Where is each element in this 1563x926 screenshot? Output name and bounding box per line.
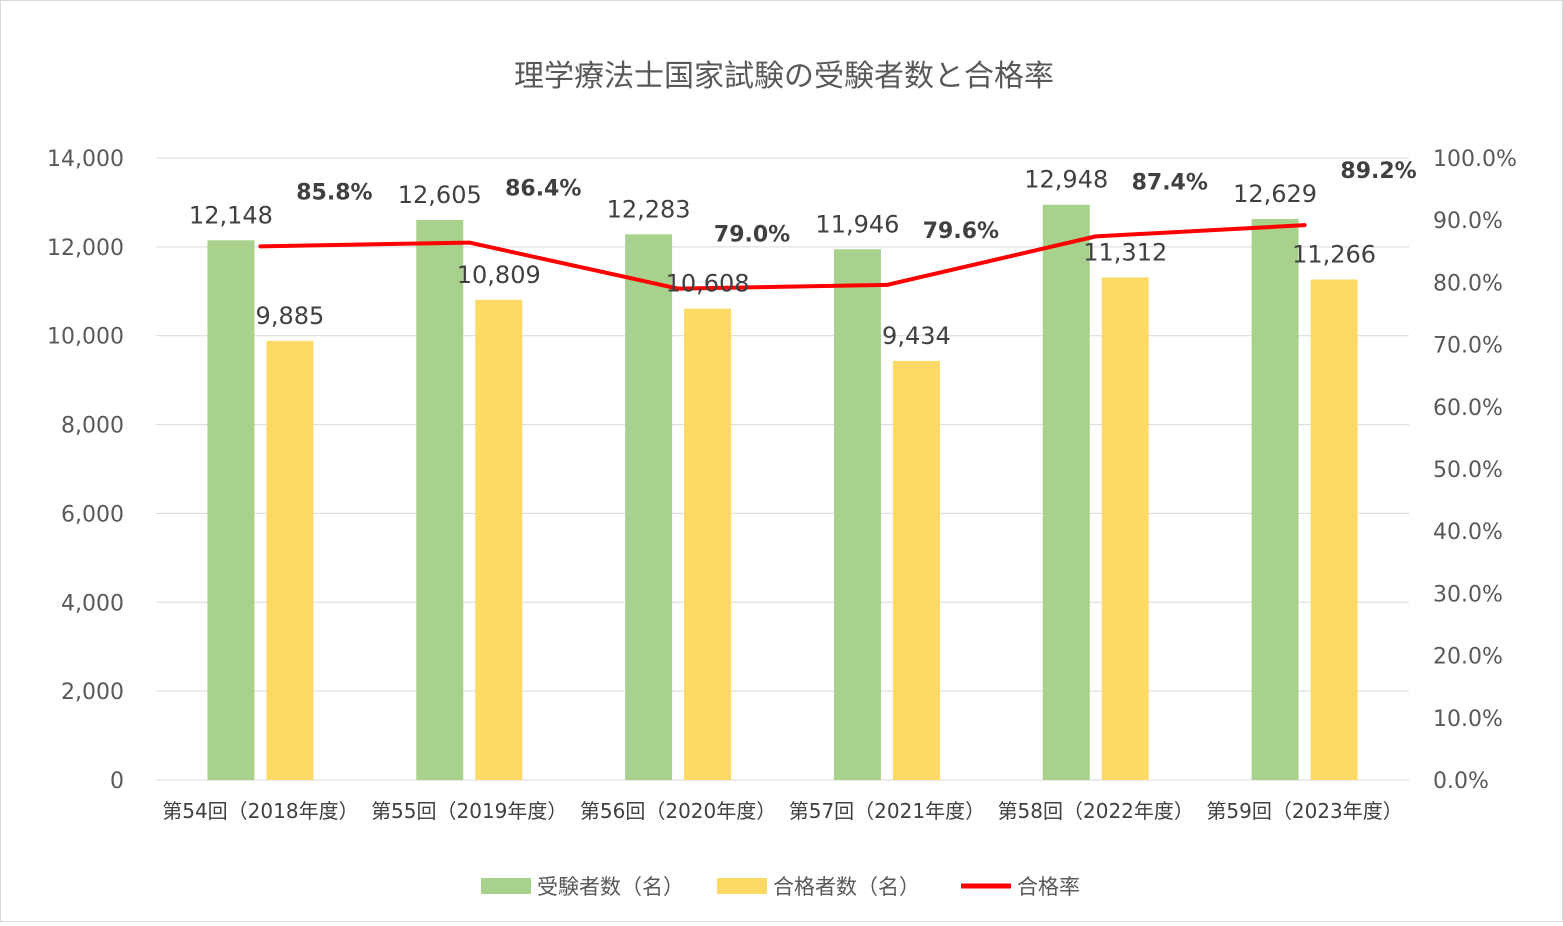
category-label: 第57回（2021年度） [789, 799, 985, 823]
right-tick-label: 0.0% [1433, 769, 1489, 794]
right-tick-label: 40.0% [1433, 520, 1503, 545]
examinees-bar [625, 234, 673, 780]
left-tick-label: 12,000 [47, 236, 124, 261]
passers-data-label: 9,885 [256, 302, 325, 330]
pass-rate-data-label: 85.8% [296, 180, 372, 205]
pass-rate-point [884, 282, 889, 287]
examinees-data-label: 11,946 [815, 210, 899, 238]
left-tick-label: 14,000 [47, 147, 124, 172]
passers-bar [475, 299, 523, 780]
examinees-data-label: 12,148 [189, 201, 273, 229]
right-tick-label: 70.0% [1433, 334, 1503, 359]
right-tick-label: 100.0% [1433, 147, 1517, 172]
gridlines [156, 157, 1409, 781]
pass-rate-data-label: 89.2% [1340, 159, 1416, 184]
legend-label: 合格者数（名） [773, 875, 920, 899]
passers-data-label: 9,434 [882, 322, 951, 350]
left-tick-label: 10,000 [47, 325, 124, 350]
legend-label: 合格率 [1017, 875, 1080, 899]
pass-rate-point [467, 240, 472, 245]
passers-bar [684, 308, 732, 780]
legend-swatch [481, 878, 531, 894]
category-label: 第56回（2020年度） [580, 799, 776, 823]
passers-data-label: 11,312 [1083, 238, 1167, 266]
right-tick-label: 20.0% [1433, 645, 1503, 670]
category-label: 第55回（2019年度） [371, 799, 567, 823]
left-tick-label: 6,000 [61, 502, 124, 527]
examinees-data-label: 12,948 [1024, 166, 1108, 194]
examinees-bar [1042, 204, 1090, 780]
right-tick-label: 10.0% [1433, 707, 1503, 732]
passers-bar [266, 340, 314, 780]
examinees-bar [207, 240, 255, 780]
pass-rate-point [1302, 223, 1307, 228]
category-label: 第59回（2023年度） [1206, 799, 1402, 823]
rate-line [258, 223, 1307, 291]
category-label: 第58回（2022年度） [998, 799, 1194, 823]
examinees-data-label: 12,605 [398, 181, 482, 209]
legend-swatch [717, 878, 767, 894]
examinees-data-label: 12,629 [1233, 180, 1317, 208]
passers-bar [1310, 279, 1358, 780]
category-axis: 第54回（2018年度） 第55回（2019年度） 第56回（2020年度） 第57回… [162, 799, 1403, 823]
pass-rate-point [676, 286, 681, 291]
legend-label: 受験者数（名） [537, 875, 684, 899]
passers-bar [1101, 277, 1149, 780]
data-labels: 12,148 12,605 12,283 11,946 12,948 12,629 9,88… [189, 159, 1417, 350]
pass-rate-data-label: 79.6% [923, 219, 999, 244]
left-tick-label: 2,000 [61, 680, 124, 705]
right-tick-label: 90.0% [1433, 209, 1503, 234]
pass-rate-data-label: 86.4% [505, 177, 581, 202]
pass-rate-point [258, 244, 263, 249]
legend: 受験者数（名） 合格者数（名） 合格率 [481, 875, 1080, 899]
right-axis: 0.0% 10.0% 20.0% 30.0% 40.0% 50.0% 60.0% 70.0% 8… [1433, 147, 1517, 794]
examinees-bar [416, 219, 464, 781]
right-tick-label: 50.0% [1433, 458, 1503, 483]
examinees-data-label: 12,283 [607, 195, 691, 223]
examinees-bar [833, 249, 881, 780]
left-tick-label: 8,000 [61, 414, 124, 439]
left-tick-label: 0 [110, 769, 124, 794]
right-tick-label: 80.0% [1433, 271, 1503, 296]
passers-data-label: 10,608 [666, 270, 750, 298]
passers-data-label: 10,809 [457, 261, 541, 289]
left-tick-label: 4,000 [61, 591, 124, 616]
pass-rate-point [1093, 234, 1098, 239]
right-tick-label: 60.0% [1433, 396, 1503, 421]
category-label: 第54回（2018年度） [162, 799, 358, 823]
bars [207, 204, 1358, 781]
chart-title: 理学療法士国家試験の受験者数と合格率 [514, 59, 1054, 94]
examinees-bar [1251, 218, 1299, 781]
passers-bar [892, 360, 940, 780]
pass-rate-line [260, 223, 1305, 291]
right-tick-label: 30.0% [1433, 582, 1503, 607]
passers-data-label: 11,266 [1292, 240, 1376, 268]
pass-rate-data-label: 87.4% [1132, 170, 1208, 195]
pass-rate-data-label: 79.0% [714, 223, 790, 248]
left-axis: 0 2,000 4,000 6,000 8,000 10,000 12,000 14,000 [47, 147, 124, 794]
